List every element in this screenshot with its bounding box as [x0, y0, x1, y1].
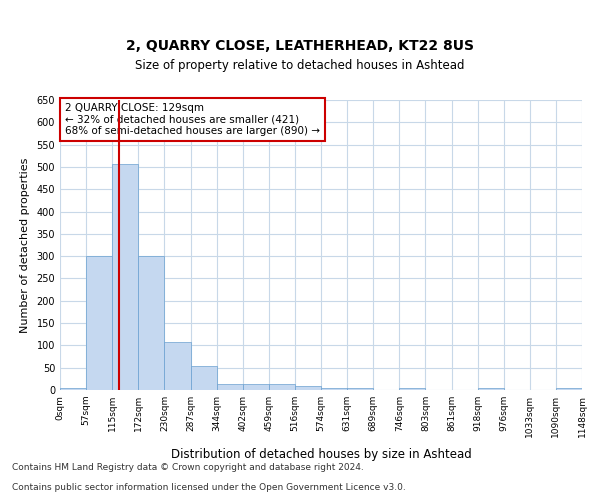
Bar: [243, 384, 269, 390]
X-axis label: Distribution of detached houses by size in Ashtead: Distribution of detached houses by size …: [170, 448, 472, 461]
Text: 2 QUARRY CLOSE: 129sqm
← 32% of detached houses are smaller (421)
68% of semi-de: 2 QUARRY CLOSE: 129sqm ← 32% of detached…: [65, 103, 320, 136]
Text: Size of property relative to detached houses in Ashtead: Size of property relative to detached ho…: [135, 60, 465, 72]
Bar: [321, 388, 347, 390]
Bar: [295, 386, 321, 390]
Bar: [400, 388, 425, 390]
Bar: [269, 384, 295, 390]
Text: 2, QUARRY CLOSE, LEATHERHEAD, KT22 8US: 2, QUARRY CLOSE, LEATHERHEAD, KT22 8US: [126, 38, 474, 52]
Bar: [556, 388, 582, 390]
Bar: [217, 384, 243, 390]
Text: Contains HM Land Registry data © Crown copyright and database right 2024.: Contains HM Land Registry data © Crown c…: [12, 464, 364, 472]
Bar: [347, 388, 373, 390]
Bar: [60, 388, 86, 390]
Bar: [112, 164, 139, 390]
Bar: [86, 256, 112, 390]
Bar: [139, 256, 164, 390]
Y-axis label: Number of detached properties: Number of detached properties: [20, 158, 29, 332]
Bar: [191, 366, 217, 390]
Bar: [164, 342, 191, 390]
Text: Contains public sector information licensed under the Open Government Licence v3: Contains public sector information licen…: [12, 484, 406, 492]
Bar: [478, 388, 504, 390]
